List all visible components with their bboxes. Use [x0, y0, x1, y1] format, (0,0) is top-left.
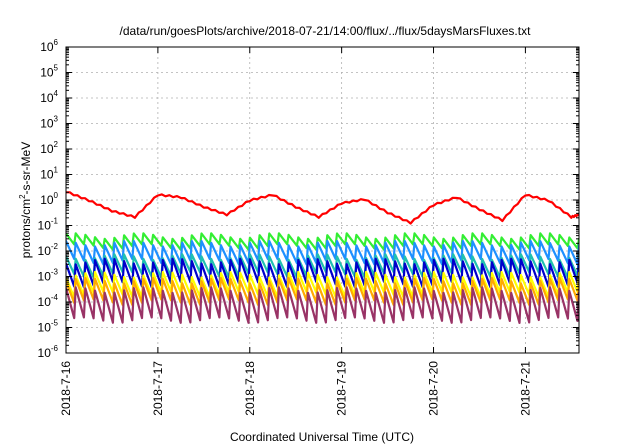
x-tick-label: 2018-7-21 — [518, 361, 532, 416]
y-tick-label: 105 — [40, 64, 58, 80]
y-tick-base: 10 — [38, 219, 52, 233]
y-tick-exp: -4 — [51, 293, 59, 302]
y-tick-exp: -1 — [51, 217, 59, 226]
y-tick-exp: 4 — [54, 89, 59, 98]
y-tick-exp: 6 — [54, 38, 59, 47]
y-tick-label: 102 — [40, 140, 58, 156]
y-axis-label-sup: 2 — [18, 194, 27, 199]
x-tick-label: 2018-7-19 — [335, 361, 349, 416]
y-tick-base: 10 — [40, 168, 54, 182]
y-tick-base: 10 — [38, 244, 52, 258]
x-axis-label: Coordinated Universal Time (UTC) — [230, 430, 414, 444]
y-tick-exp: -3 — [51, 268, 59, 277]
y-tick-exp: 3 — [54, 115, 59, 124]
y-tick-label: 10-6 — [38, 344, 59, 360]
y-tick-label: 103 — [40, 115, 58, 131]
y-tick-base: 10 — [38, 321, 52, 335]
y-tick-base: 10 — [38, 295, 52, 309]
x-axis: 2018-7-16 2018-7-17 2018-7-18 2018-7-19 2018… — [59, 47, 532, 416]
x-tick-label: 2018-7-18 — [243, 361, 257, 416]
y-tick-base: 10 — [40, 117, 54, 131]
y-axis-label-part: protons/cm — [19, 199, 33, 258]
series-line — [66, 191, 579, 225]
y-tick-exp: 0 — [54, 191, 59, 200]
x-tick-label: 2018-7-16 — [59, 361, 73, 416]
y-tick-base: 10 — [40, 40, 54, 54]
y-tick-exp: -6 — [51, 344, 59, 353]
y-tick-exp: 1 — [54, 166, 59, 175]
chart-title: /data/run/goesPlots/archive/2018-07-21/1… — [120, 24, 532, 38]
y-tick-label: 10-3 — [38, 268, 59, 284]
y-tick-base: 10 — [40, 142, 54, 156]
y-tick-label: 10-5 — [38, 319, 59, 335]
y-tick-label: 100 — [40, 191, 58, 207]
series-group — [66, 191, 579, 324]
y-tick-label: 10-4 — [38, 293, 59, 309]
y-tick-base: 10 — [40, 91, 54, 105]
y-tick-exp: -2 — [51, 242, 59, 251]
y-axis-label: protons/cm2-s-sr-MeV — [18, 142, 33, 258]
y-tick-base: 10 — [38, 270, 52, 284]
y-tick-label: 10-1 — [38, 217, 59, 233]
y-tick-base: 10 — [38, 346, 52, 360]
x-tick-label: 2018-7-20 — [427, 361, 441, 416]
y-tick-exp: 2 — [54, 140, 59, 149]
y-tick-label: 106 — [40, 38, 58, 54]
y-axis-label-part: -s-sr-MeV — [19, 142, 33, 195]
y-tick-base: 10 — [40, 193, 54, 207]
y-tick-base: 10 — [40, 66, 54, 80]
series-line — [66, 286, 579, 324]
y-tick-exp: 5 — [54, 64, 59, 73]
y-tick-label: 10-2 — [38, 242, 59, 258]
y-axis: 10610510410310210110010-110-210-310-410-… — [38, 38, 579, 360]
x-tick-label: 2018-7-17 — [151, 361, 165, 416]
y-tick-label: 104 — [40, 89, 58, 105]
y-tick-exp: -5 — [51, 319, 59, 328]
y-tick-label: 101 — [40, 166, 58, 182]
